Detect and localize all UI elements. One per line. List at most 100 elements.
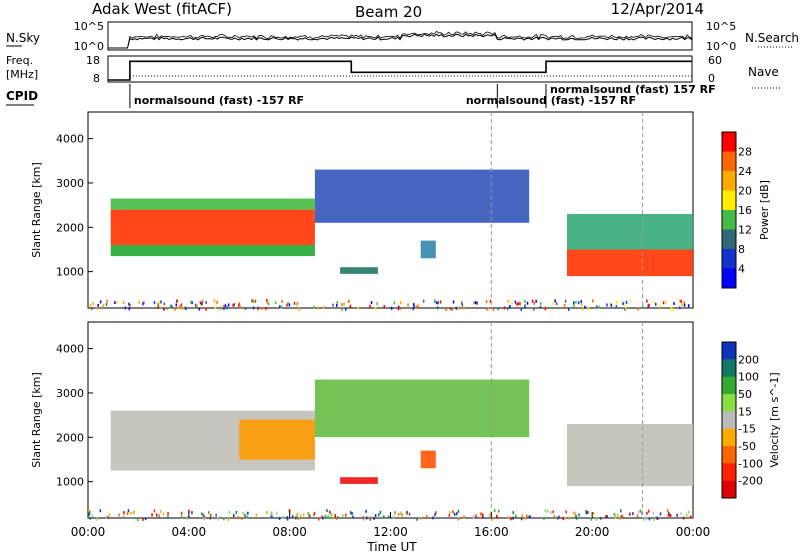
noise-pixel <box>142 302 144 306</box>
noise-pixel <box>106 299 108 303</box>
noise-pixel <box>486 307 489 311</box>
noise-pixel <box>247 511 249 515</box>
noise-pixel <box>574 513 576 517</box>
noise-pixel <box>336 300 339 304</box>
noise-pixel <box>456 512 458 516</box>
noise-pixel <box>621 514 624 518</box>
noise-pixel <box>155 513 158 517</box>
velocity-colorbar-label: Velocity [m s^-1] <box>768 372 781 467</box>
colorbar-tick-label: 200 <box>738 353 759 366</box>
noise-pixel <box>286 517 289 521</box>
noise-pixel <box>489 513 491 517</box>
scatter-region-5 <box>567 424 693 487</box>
noise-pixel <box>614 515 617 519</box>
colorbar-swatch <box>722 428 736 447</box>
noise-pixel <box>214 305 217 309</box>
noise-pixel <box>543 306 546 310</box>
noise-pixel <box>422 299 425 303</box>
noise-pixel <box>638 510 640 514</box>
time-xtick-layer: 00:00 04:00 08:00 12:00 16:00 20:00 00:00 <box>71 512 710 539</box>
cpid-label: CPID <box>6 89 38 103</box>
noise-pixel <box>531 299 534 303</box>
noise-pixel <box>511 301 513 305</box>
noise-pixel <box>374 307 377 311</box>
noise-pixel <box>351 512 353 516</box>
noise-pixel <box>667 509 669 513</box>
colorbar-swatch <box>722 190 736 211</box>
noise-pixel <box>298 517 300 520</box>
noise-pixel <box>680 299 682 303</box>
noise-pixel <box>584 305 586 309</box>
noise-pixel <box>448 513 451 517</box>
noise-pixel <box>617 513 619 517</box>
noise-pixel <box>510 517 512 521</box>
noise-pixel <box>239 305 242 309</box>
power-colorbar: 28 24 20 16 12 8 4 <box>721 131 752 289</box>
noise-pixel <box>129 303 131 307</box>
noise-pixel <box>648 303 650 307</box>
noise-pixel <box>482 514 484 518</box>
noise-pixel <box>130 511 132 515</box>
noise-pixel <box>167 514 169 518</box>
noise-pixel <box>209 516 211 520</box>
noise-pixel <box>645 517 648 521</box>
noise-pixel <box>476 301 478 305</box>
noise-pixel <box>238 302 241 306</box>
noise-pixel <box>625 305 627 309</box>
noise-pixel <box>624 307 626 311</box>
noise-pixel <box>578 301 580 305</box>
noise-pixel <box>317 517 320 521</box>
noise-pixel <box>196 304 198 308</box>
noise-pixel <box>676 513 678 517</box>
noise-pixel <box>316 306 319 310</box>
noise-pixel <box>564 299 567 303</box>
noise-pixel <box>585 511 588 515</box>
date-title: 12/Apr/2014 <box>611 0 704 18</box>
noise-pixel <box>96 306 99 310</box>
noise-pixel <box>553 515 556 519</box>
noise-pixel <box>373 516 375 520</box>
noise-pixel <box>182 306 184 310</box>
noise-pixel <box>167 511 169 515</box>
noise-pixel <box>188 509 190 513</box>
noise-pixel <box>102 303 105 307</box>
noise-pixel <box>509 304 511 308</box>
noise-pixel <box>190 300 192 304</box>
noise-pixel <box>452 510 454 514</box>
noise-pixel <box>365 516 368 520</box>
noise-pixel <box>160 300 162 304</box>
noise-pixel <box>327 515 329 519</box>
noise-pixel <box>539 305 542 309</box>
noise-pixel <box>519 302 521 306</box>
noise-pixel <box>376 302 378 306</box>
noise-pixel <box>271 511 273 515</box>
noise-pixel <box>473 301 475 305</box>
noise-pixel <box>683 301 686 305</box>
noise-pixel <box>296 302 298 306</box>
noise-pixel <box>615 300 618 304</box>
noise-pixel <box>341 307 343 311</box>
noise-pixel <box>347 299 350 303</box>
noise-pixel <box>452 300 455 304</box>
xtick-label: 00:00 <box>71 525 106 539</box>
noise-pixel <box>587 510 589 514</box>
colorbar-swatch <box>722 249 736 269</box>
noise-pixel <box>564 517 566 521</box>
power-data-layer <box>89 112 693 311</box>
noise-pixel <box>512 511 514 515</box>
noise-pixel <box>252 299 255 303</box>
noise-pixel <box>244 307 247 310</box>
noise-pixel <box>307 513 309 517</box>
colorbar-tick-label: 4 <box>738 263 745 276</box>
scatter-region-5 <box>420 240 436 259</box>
noise-pixel <box>668 513 671 517</box>
noise-pixel <box>91 307 93 311</box>
noise-pixel <box>302 513 305 517</box>
scatter-region-0 <box>110 209 315 246</box>
noise-pixel <box>524 304 526 308</box>
noise-pixel <box>191 511 193 515</box>
noise-pixel <box>233 303 236 307</box>
beam-title: Beam 20 <box>355 3 422 21</box>
noise-pixel <box>227 303 230 307</box>
nsky-tick-bottom: 10^0 <box>74 40 104 53</box>
